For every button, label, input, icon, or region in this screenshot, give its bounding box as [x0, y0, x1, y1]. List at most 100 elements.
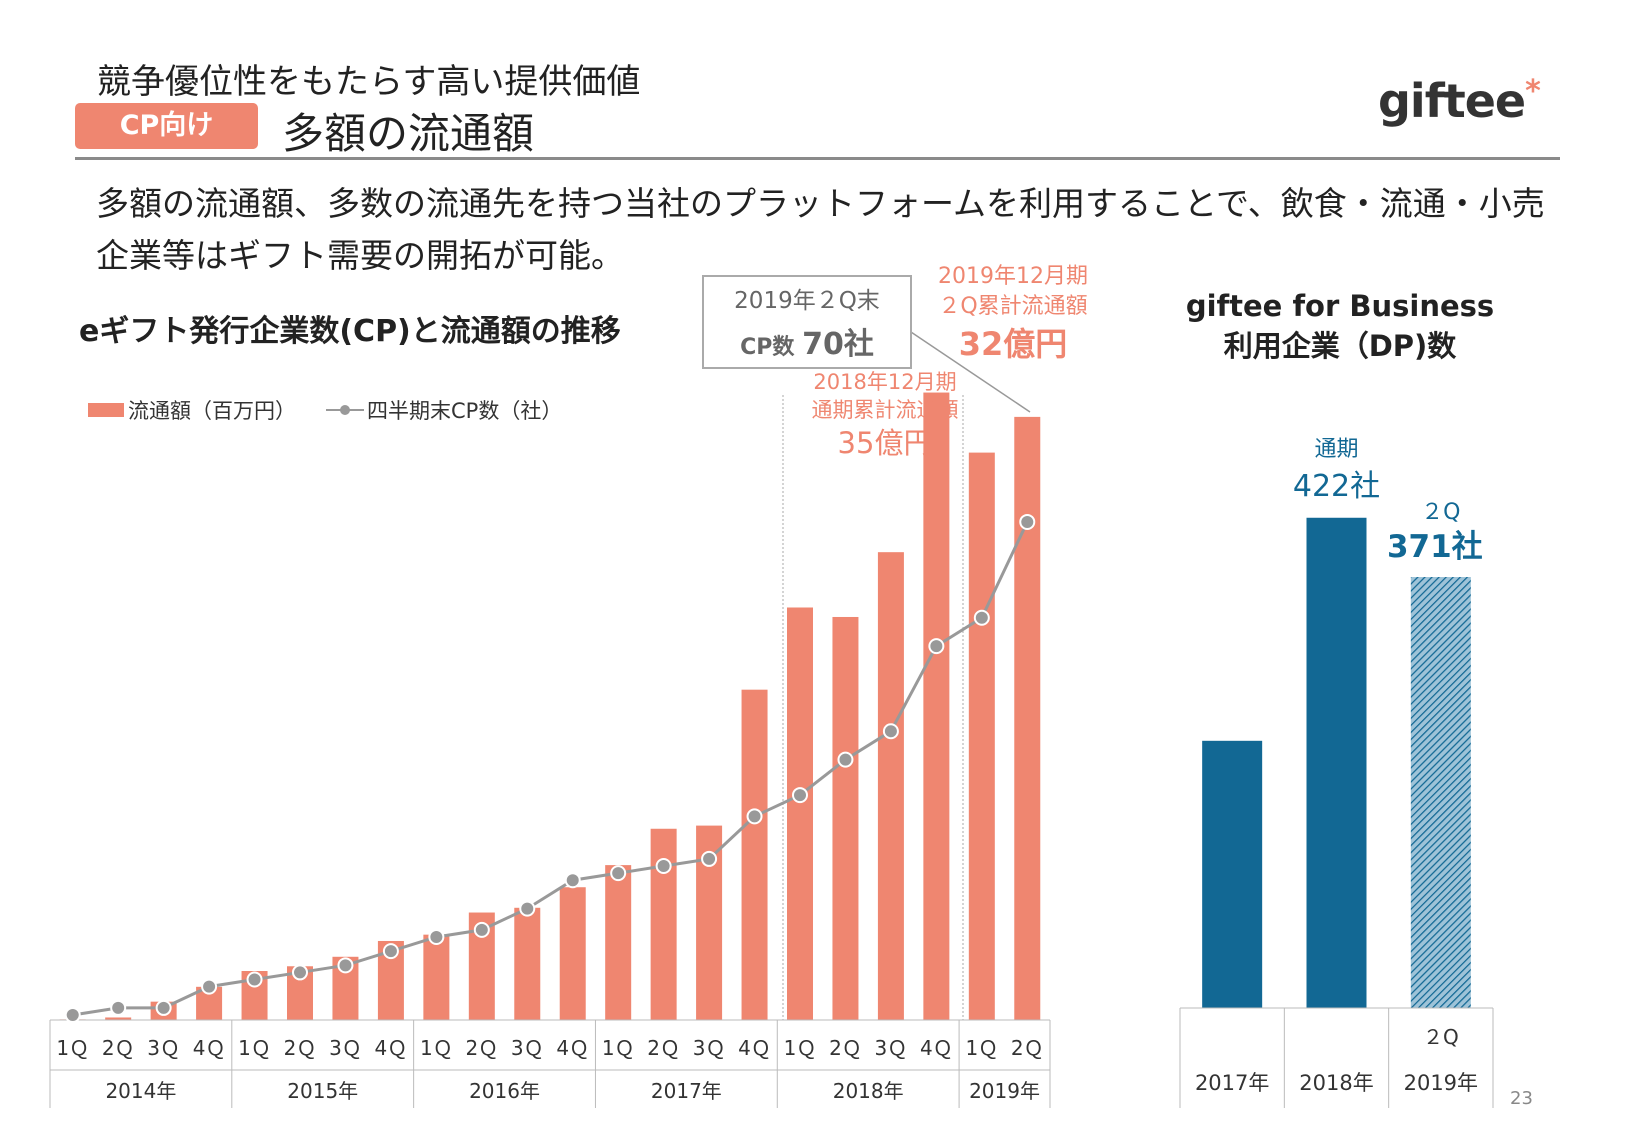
header-divider — [75, 157, 1560, 160]
dp-data-label: 422社 — [1293, 469, 1380, 504]
dp-bar — [1410, 577, 1471, 1008]
cp-count-point — [973, 609, 990, 626]
dp-heading-line1: giftee for Business — [1185, 289, 1495, 323]
page-number: 23 — [1510, 1088, 1533, 1109]
year-tick-label: 2014年 — [105, 1079, 176, 1103]
revenue-bar — [787, 607, 813, 1020]
quarter-tick-label: 2Ｑ — [284, 1036, 317, 1060]
year-tick-label: 2016年 — [469, 1079, 540, 1103]
cp-count-point — [292, 964, 308, 981]
fy2018-line1: 2018年12月期 — [813, 370, 957, 394]
callout-leader-line — [907, 329, 1031, 413]
cp-count-point — [837, 751, 854, 768]
quarter-tick-label: 2Ｑ — [1011, 1036, 1044, 1060]
dp-tick-label: 2017年 — [1195, 1071, 1269, 1095]
year-tick-label: 2017年 — [651, 1079, 722, 1103]
cp-count-point — [882, 723, 899, 740]
cp-count-point — [337, 957, 354, 974]
dp-tick-label: 2018年 — [1299, 1071, 1373, 1095]
logo-star-icon: * — [1525, 74, 1541, 109]
cp-count-line — [72, 521, 1029, 1017]
quarter-tick-label: 4Ｑ — [193, 1036, 226, 1060]
cp-count-point — [246, 971, 263, 988]
cp-count-point — [382, 943, 399, 960]
quarter-tick-label: 3Ｑ — [875, 1036, 908, 1060]
cp-count-point — [201, 978, 218, 995]
callout-cp-line: CP数 70社 — [704, 319, 910, 363]
fy2019-line1: 2019年12月期 — [938, 264, 1088, 289]
quarter-tick-label: 1Ｑ — [784, 1036, 817, 1060]
quarter-tick-label: 4Ｑ — [375, 1036, 408, 1060]
cp-combo-chart: 1Ｑ 2Ｑ 3Ｑ 4Ｑ 1Ｑ 2Ｑ 3Ｑ 4Ｑ 1Ｑ 2Ｑ 3Ｑ 4Ｑ 1Ｑ 2Ｑ 3Ｑ 4Ｑ 1Ｑ 2Ｑ 3Ｑ 4Ｑ… — [49, 392, 1051, 1108]
fy2018-callout: 2018年12月期 通期累計流通額 35億円 — [795, 368, 975, 462]
cp-tag-badge: CP向け — [75, 103, 258, 149]
cp-count-point — [655, 858, 672, 875]
lead-text: 多額の流通額、多数の流通先を持つ当社のプラットフォームを利用することで、飲食・流… — [96, 184, 1545, 275]
chart-legend: 流通額（百万円） 四半期末CP数（社） — [88, 395, 562, 425]
cp-count-point — [610, 865, 627, 882]
year-tick-label: 2015年 — [287, 1079, 358, 1103]
quarter-tick-label: 1Ｑ — [420, 1036, 453, 1060]
cp-chart-heading: eギフト発行企業数(CP)と流通額の推移 — [79, 314, 621, 349]
dp-bar-caption: 通期 — [1314, 437, 1358, 462]
quarter-tick-label: 1Ｑ — [238, 1036, 271, 1060]
quarter-tick-label: 2Ｑ — [829, 1036, 862, 1060]
cp-count-callout: 2019年２Q末 CP数 70社 — [702, 275, 912, 369]
callout-cp-period: 2019年２Q末 — [734, 288, 880, 314]
revenue-bar — [1014, 416, 1041, 1020]
revenue-bar — [741, 689, 768, 1020]
cp-count-point — [1019, 513, 1036, 530]
cp-count-point — [701, 850, 718, 867]
callout-cp-prefix: CP数 — [740, 335, 795, 360]
fy2019-line2: ２Q累計流通額 — [938, 294, 1088, 319]
legend-line-marker-icon — [326, 403, 364, 417]
revenue-bar — [923, 392, 950, 1020]
revenue-bar — [877, 552, 904, 1020]
dp-bar-chart: 通期 422社 ２Q 371社 2017年 2018年 ２Q 2019年 — [1179, 437, 1494, 1108]
cp-count-point — [428, 928, 445, 945]
fy2018-line2: 通期累計流通額 — [811, 398, 959, 422]
revenue-bar — [514, 907, 541, 1020]
dp-bar-caption: ２Q — [1421, 500, 1460, 525]
quarter-tick-label: 4Ｑ — [920, 1036, 953, 1060]
revenue-bar — [832, 616, 859, 1020]
revenue-bar — [423, 934, 450, 1020]
cp-count-point — [746, 808, 763, 825]
revenue-bar — [105, 1017, 132, 1020]
giftee-logo: giftee* — [1378, 74, 1541, 128]
quarter-tick-label: 3Ｑ — [329, 1036, 362, 1060]
quarter-tick-label: 2Ｑ — [465, 1036, 498, 1060]
dp-heading-line2: 利用企業（DP)数 — [1223, 329, 1457, 363]
cp-count-point — [519, 900, 536, 917]
dp-data-label: 371社 — [1387, 529, 1483, 565]
quarter-tick-label: 3Ｑ — [693, 1036, 726, 1060]
fy2019-callout: 2019年12月期 ２Q累計流通額 32億円 — [928, 262, 1098, 366]
year-tick-label: 2018年 — [833, 1079, 904, 1103]
logo-text: giftee — [1378, 74, 1526, 128]
quarter-tick-label: 4Ｑ — [738, 1036, 771, 1060]
quarter-tick-label: 2Ｑ — [102, 1036, 135, 1060]
year-tick-label: 2019年 — [969, 1079, 1040, 1103]
quarter-tick-label: 1Ｑ — [602, 1036, 635, 1060]
cp-count-point — [564, 872, 581, 889]
legend-bar-label: 流通額（百万円） — [128, 399, 296, 423]
cp-count-point — [110, 999, 127, 1016]
revenue-bar — [605, 865, 632, 1020]
dp-chart-heading: giftee for Business 利用企業（DP)数 — [1170, 286, 1510, 366]
dp-bar — [1306, 517, 1367, 1008]
legend-bar-swatch — [88, 403, 124, 417]
fy2018-value: 35億円 — [837, 426, 933, 460]
quarter-tick-label: 1Ｑ — [965, 1036, 998, 1060]
dp-bar — [1202, 740, 1263, 1008]
legend-line-label: 四半期末CP数（社） — [367, 399, 563, 423]
dp-tick-label: 2019年 — [1404, 1071, 1478, 1095]
fy2019-value: 32億円 — [958, 325, 1068, 363]
dp-subtick-label: ２Q — [1423, 1025, 1459, 1049]
callout-cp-value: 70社 — [802, 327, 874, 362]
page-subtitle: 競争優位性をもたらす高い提供価値 — [97, 62, 641, 102]
revenue-bar — [968, 452, 995, 1021]
quarter-tick-label: 2Ｑ — [647, 1036, 680, 1060]
quarter-tick-label: 3Ｑ — [147, 1036, 180, 1060]
revenue-bar — [559, 887, 586, 1020]
